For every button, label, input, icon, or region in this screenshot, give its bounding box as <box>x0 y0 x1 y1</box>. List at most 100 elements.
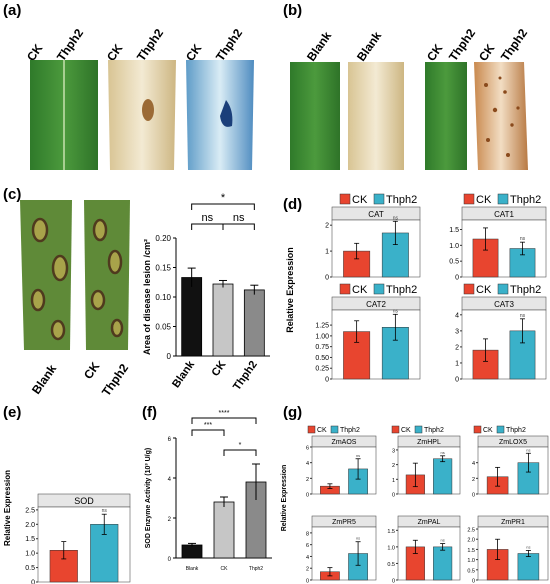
y-tick-label: 0.5 <box>449 259 459 266</box>
y-tick-label: 1 <box>325 249 329 256</box>
y-tick-label: 0.5 <box>25 565 35 572</box>
significance-label: ns <box>393 215 399 221</box>
significance-bracket <box>191 417 257 424</box>
significance-bracket <box>191 223 224 230</box>
y-tick-label: 1.5 <box>387 529 395 535</box>
y-tick-label: 1.0 <box>467 558 475 564</box>
y-tick-label: 1.5 <box>467 548 475 554</box>
y-tick-label: 2 <box>392 463 395 469</box>
legend-label-ck: CK <box>483 427 493 434</box>
y-axis-label: Relative Expression <box>3 470 12 546</box>
legend-swatch-ck <box>463 283 475 295</box>
leaf-label: CK <box>424 41 446 64</box>
y-tick-label: 8 <box>306 531 309 537</box>
y-tick-label: 6 <box>168 437 172 443</box>
leaf-label: Thph2 <box>134 26 166 64</box>
y-tick-label: 0.05 <box>155 323 171 332</box>
bar <box>433 546 453 581</box>
x-tick-label: Thph2 <box>249 566 263 572</box>
significance-label: *** <box>204 422 212 429</box>
x-tick-label: Blank <box>186 566 199 572</box>
leaf-label: Blank <box>304 29 334 64</box>
bar <box>181 544 203 559</box>
y-tick-label: 4 <box>455 312 459 319</box>
y-tick-label: 4 <box>306 555 309 561</box>
y-tick-label: 6 <box>306 446 309 452</box>
panel-b-leaf-labels: Blank Blank CK Thph2 CK Thph2 <box>304 26 530 64</box>
legend-swatch-thph2 <box>330 425 339 434</box>
y-tick-label: 0 <box>392 493 395 499</box>
panel-label-c: (c) <box>3 186 22 203</box>
x-tick-label: Thph2 <box>231 359 260 393</box>
legend-swatch-thph2 <box>497 283 509 295</box>
bar <box>343 331 371 380</box>
facet-title: ZmPAL <box>418 519 441 526</box>
legend-swatch-thph2 <box>373 283 385 295</box>
bar <box>212 283 234 357</box>
significance-label: ns <box>102 508 108 514</box>
legend-label-ck: CK <box>476 284 492 296</box>
bar <box>181 277 203 357</box>
significance-label: ns <box>393 308 399 314</box>
leaf-photo-browned <box>474 62 528 170</box>
y-tick-label: 0 <box>306 579 309 584</box>
facet-title: CAT1 <box>494 210 514 219</box>
leaf-photo-green <box>425 62 467 170</box>
y-tick-label: 2.5 <box>25 507 35 514</box>
y-tick-label: 2 <box>306 567 309 573</box>
panel-label-a: (a) <box>3 2 22 19</box>
significance-label: ns <box>441 538 445 543</box>
facet-title: ZmAOS <box>332 439 357 446</box>
chart-f-sod-activity: 0 2 4 6 SOD Enzyme Activity (10³ U/g) Blank CK… <box>145 410 272 572</box>
legend-swatch-ck <box>473 425 482 434</box>
legend-swatch-thph2 <box>496 425 505 434</box>
leaf-photo-lesioned <box>20 200 72 350</box>
y-tick-label: 0 <box>325 275 329 282</box>
y-tick-label: 0.15 <box>155 264 171 273</box>
significance-label: ns <box>233 212 245 224</box>
significance-bracket <box>223 449 257 456</box>
legend-swatch-thph2 <box>373 193 385 205</box>
facet-title: CAT2 <box>366 300 386 309</box>
legend-label-thph2: Thph2 <box>424 427 444 434</box>
y-tick-label: 2 <box>306 477 309 483</box>
legend-label-ck: CK <box>401 427 411 434</box>
significance-label: ns <box>202 212 214 224</box>
y-tick-label: 0 <box>167 352 172 361</box>
y-tick-label: 4 <box>168 477 172 483</box>
y-axis-label: Relative Expression <box>285 247 295 333</box>
y-tick-label: 1.0 <box>25 551 35 558</box>
leaf-label: Blank <box>354 29 384 64</box>
leaf-label: Blank <box>29 362 59 397</box>
panel-label-f: (f) <box>142 404 157 421</box>
legend-label-thph2: Thph2 <box>340 427 360 434</box>
significance-bracket <box>191 429 225 436</box>
y-tick-label: 1.25 <box>315 323 329 330</box>
facet-title: ZmLOX5 <box>499 439 527 446</box>
y-tick-label: 0.50 <box>315 355 329 362</box>
leaf-photo-bleached <box>108 60 176 170</box>
y-tick-label: 1 <box>455 360 459 367</box>
legend-label-ck: CK <box>476 194 492 206</box>
bar <box>243 289 265 357</box>
bar <box>433 458 453 495</box>
y-tick-label: 0.10 <box>155 293 171 302</box>
legend-label-thph2: Thph2 <box>510 194 541 206</box>
facet-title: ZmHPL <box>417 439 441 446</box>
leaf-label: Thph2 <box>446 26 478 64</box>
leaf-photographs: CK Thph2 CK Thph2 CK Thph2 Blank Blank C… <box>20 26 530 399</box>
legend-swatch-ck <box>339 193 351 205</box>
chart-e-sod-expression: Relative Expression SOD 0 0.5 1.0 1.5 2.0 2.5 ns <box>3 470 131 584</box>
x-tick-label: CK <box>210 359 229 379</box>
y-tick-label: 2 <box>168 517 172 523</box>
y-tick-label: 0 <box>455 275 459 282</box>
y-axis-label: SOD Enzyme Activity (10³ U/g) <box>145 448 152 549</box>
legend-swatch-ck <box>463 193 475 205</box>
leaf-label: CK <box>81 359 103 382</box>
x-tick-label: Blank <box>170 358 198 390</box>
legend-label-ck: CK <box>317 427 327 434</box>
panel-label-e: (e) <box>3 404 22 421</box>
y-tick-label: 2.0 <box>467 538 475 544</box>
legend-label-thph2: Thph2 <box>386 284 417 296</box>
